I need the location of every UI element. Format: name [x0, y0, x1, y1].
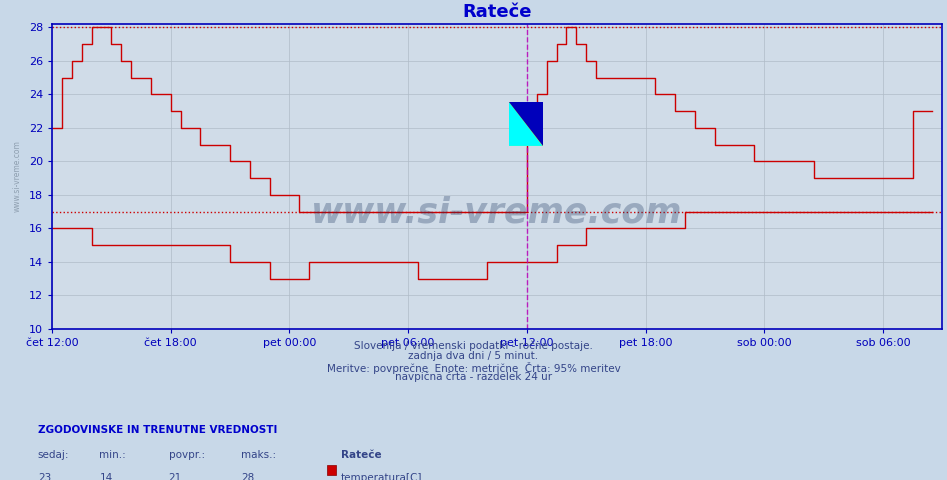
- Text: 21: 21: [169, 473, 182, 480]
- Text: povpr.:: povpr.:: [169, 450, 205, 460]
- Text: navpična črta - razdelek 24 ur: navpična črta - razdelek 24 ur: [395, 372, 552, 383]
- Text: Rateče: Rateče: [341, 450, 382, 460]
- Polygon shape: [509, 102, 543, 146]
- Text: zadnja dva dni / 5 minut.: zadnja dva dni / 5 minut.: [408, 351, 539, 361]
- Title: Rateče: Rateče: [462, 3, 532, 21]
- Text: 23: 23: [38, 473, 51, 480]
- Text: Meritve: povprečne  Enote: metrične  Črta: 95% meritev: Meritve: povprečne Enote: metrične Črta:…: [327, 361, 620, 373]
- Text: 14: 14: [99, 473, 113, 480]
- Text: sedaj:: sedaj:: [38, 450, 69, 460]
- Text: min.:: min.:: [99, 450, 126, 460]
- Text: maks.:: maks.:: [241, 450, 277, 460]
- Text: www.si-vreme.com: www.si-vreme.com: [312, 196, 683, 230]
- Text: Slovenija / vremenski podatki - ročne postaje.: Slovenija / vremenski podatki - ročne po…: [354, 341, 593, 351]
- Text: www.si-vreme.com: www.si-vreme.com: [12, 141, 22, 212]
- Text: 28: 28: [241, 473, 255, 480]
- Text: temperatura[C]: temperatura[C]: [341, 473, 422, 480]
- Text: ZGODOVINSKE IN TRENUTNE VREDNOSTI: ZGODOVINSKE IN TRENUTNE VREDNOSTI: [38, 425, 277, 435]
- Polygon shape: [509, 102, 543, 146]
